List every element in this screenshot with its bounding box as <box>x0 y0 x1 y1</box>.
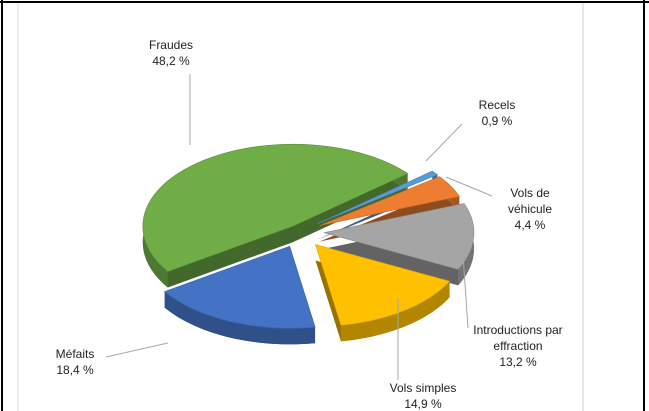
category-label: Recels <box>478 98 516 112</box>
leader-line <box>425 123 463 162</box>
value-label: 14,9 % <box>404 397 442 411</box>
data-label: Recels 0,9 % <box>462 97 532 129</box>
slice <box>319 176 460 226</box>
category-label: Fraudes <box>148 38 194 52</box>
value-label: 0,9 % <box>481 114 513 128</box>
leader-line <box>461 239 469 329</box>
category-label: Vols de véhicule <box>507 186 553 216</box>
data-label: Méfaits 18,4 % <box>40 346 110 378</box>
value-label: 4,4 % <box>514 218 546 232</box>
slice-wall <box>164 291 316 345</box>
slice <box>163 245 316 329</box>
value-label: 18,4 % <box>56 363 94 377</box>
value-label: 13,2 % <box>499 355 537 369</box>
slice <box>323 203 475 270</box>
data-label: Vols simples 14,9 % <box>373 380 473 411</box>
data-label: Fraudes 48,2 % <box>136 37 206 69</box>
data-label: Introductions par effraction 13,2 % <box>465 322 571 370</box>
slice-wall <box>340 281 450 342</box>
value-label: 48,2 % <box>152 54 190 68</box>
slice <box>315 244 451 326</box>
category-label: Introductions par effraction <box>473 323 563 353</box>
data-label: Vols de véhicule 4,4 % <box>492 185 568 233</box>
slice <box>317 170 439 225</box>
category-label: Méfaits <box>55 347 95 361</box>
leader-line <box>445 176 493 197</box>
category-label: Vols simples <box>389 381 457 395</box>
slice <box>142 143 409 272</box>
leader-line <box>105 342 169 358</box>
